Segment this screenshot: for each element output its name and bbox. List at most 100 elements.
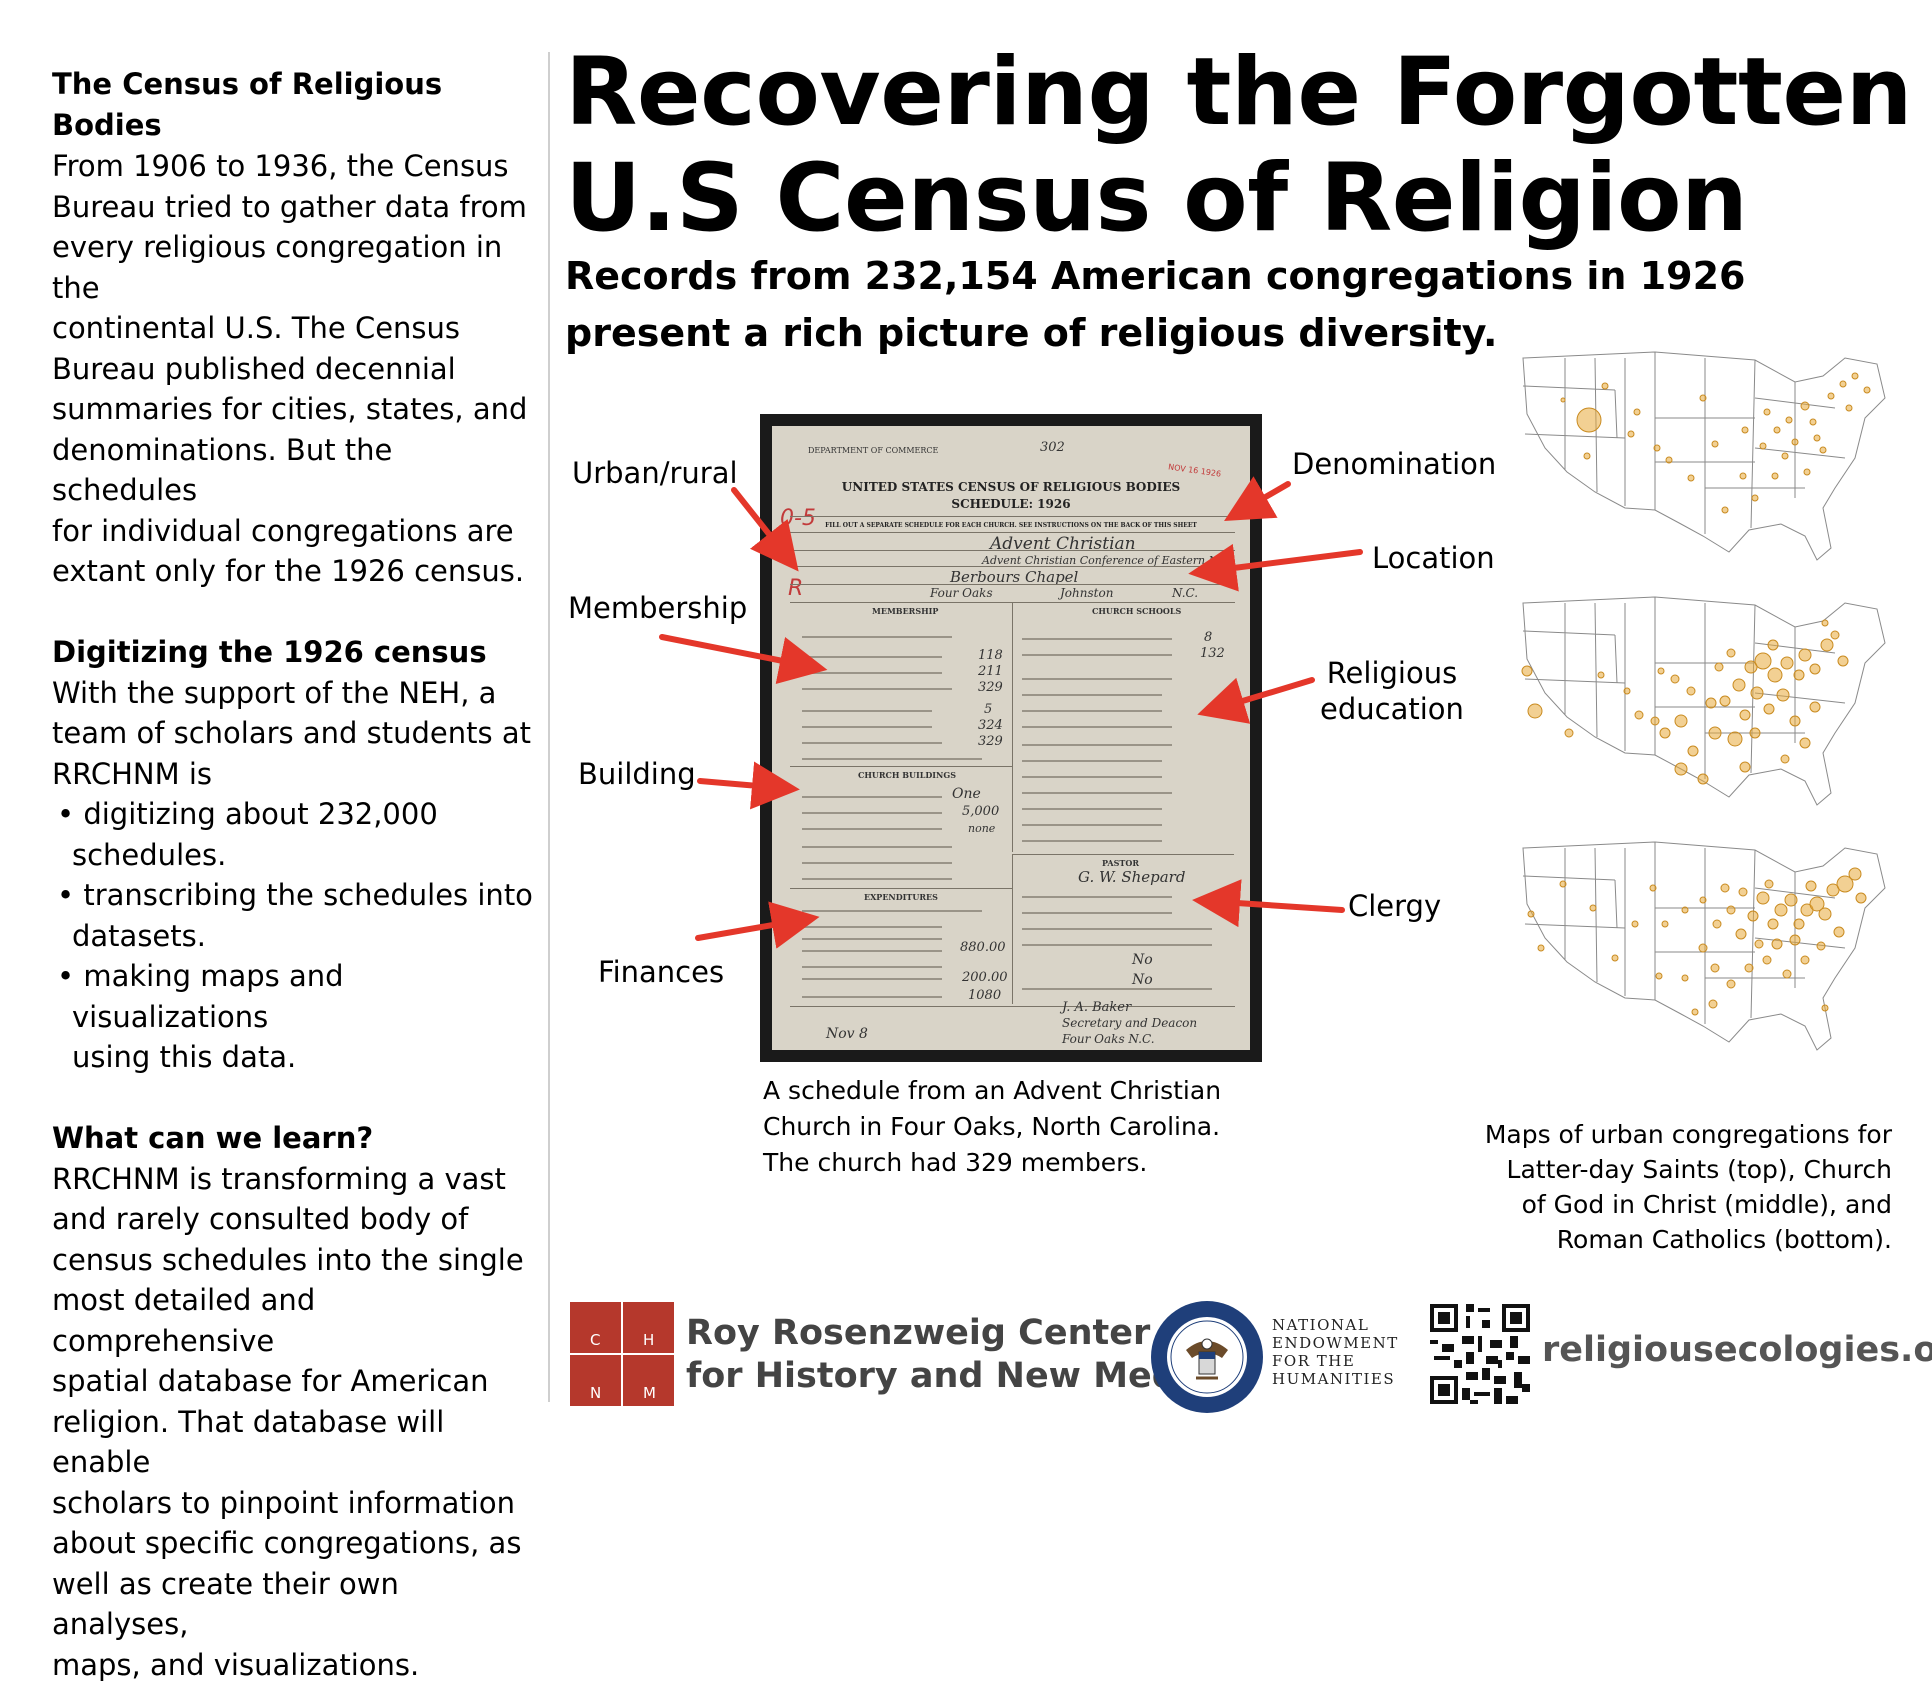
arrow-location xyxy=(1218,552,1360,570)
congregation-dot xyxy=(1817,942,1825,950)
congregation-dot xyxy=(1699,944,1707,952)
congregation-dot xyxy=(1806,881,1816,891)
congregation-dot xyxy=(1565,729,1573,737)
congregation-dot xyxy=(1772,939,1782,949)
congregation-dot xyxy=(1799,649,1811,661)
congregation-dot xyxy=(1650,885,1656,891)
congregation-dot xyxy=(1528,911,1534,917)
congregation-dot xyxy=(1711,964,1719,972)
congregation-dot xyxy=(1772,473,1778,479)
congregation-dot xyxy=(1764,704,1774,714)
congregation-dot xyxy=(1662,921,1668,927)
congregation-dot xyxy=(1740,710,1750,720)
congregation-dot xyxy=(1635,711,1643,719)
congregation-dot xyxy=(1801,956,1809,964)
logo-cell: C xyxy=(570,1302,621,1353)
arrow-urban-rural xyxy=(734,490,780,548)
congregation-dot xyxy=(1688,475,1694,481)
congregation-dot xyxy=(1783,970,1791,978)
congregation-dot xyxy=(1656,973,1662,979)
map-church-of-god-in-christ xyxy=(1505,583,1895,825)
congregation-dot xyxy=(1819,908,1831,920)
congregation-dot xyxy=(1538,945,1544,951)
schedule-caption: A schedule from an Advent Christian Chur… xyxy=(763,1073,1243,1181)
congregation-dot xyxy=(1728,732,1742,746)
learn-line: about specific congregations, as xyxy=(52,1526,521,1560)
congregation-dot xyxy=(1522,666,1532,676)
map-roman-catholics xyxy=(1505,828,1895,1072)
congregation-dot xyxy=(1692,1009,1698,1015)
congregation-dot xyxy=(1727,649,1735,657)
arrow-denomination xyxy=(1250,484,1288,506)
congregation-dot xyxy=(1654,445,1660,451)
congregation-dot xyxy=(1577,408,1601,432)
map-latter-day-saints xyxy=(1505,338,1895,576)
congregation-dot xyxy=(1838,656,1848,666)
congregation-dot xyxy=(1763,956,1771,964)
congregation-dot xyxy=(1706,698,1716,708)
congregation-dot xyxy=(1624,688,1630,694)
arrow-building xyxy=(700,781,770,787)
congregation-dot xyxy=(1794,670,1804,680)
congregation-dot xyxy=(1750,728,1760,738)
congregation-dot xyxy=(1751,687,1763,699)
congregation-dot xyxy=(1846,405,1852,411)
congregation-dot xyxy=(1786,417,1792,423)
congregation-dot xyxy=(1768,919,1778,929)
congregation-dot xyxy=(1727,906,1735,914)
congregation-dot xyxy=(1634,409,1640,415)
congregation-dot xyxy=(1682,907,1688,913)
qr-code-icon[interactable] xyxy=(1430,1304,1530,1404)
congregation-dot xyxy=(1834,927,1844,937)
congregation-dot xyxy=(1755,940,1763,948)
congregation-dot xyxy=(1760,443,1766,449)
congregation-dot xyxy=(1768,640,1778,650)
congregation-dot xyxy=(1852,373,1858,379)
congregation-dot xyxy=(1849,868,1861,880)
congregation-dot xyxy=(1801,402,1809,410)
congregation-dot xyxy=(1720,696,1730,706)
congregation-dot xyxy=(1736,929,1746,939)
congregation-dot xyxy=(1602,383,1608,389)
congregation-dot xyxy=(1810,419,1816,425)
congregation-dot xyxy=(1781,657,1793,669)
congregation-dot xyxy=(1856,893,1866,903)
congregation-dot xyxy=(1682,975,1688,981)
congregation-dot xyxy=(1713,920,1721,928)
congregation-dot xyxy=(1775,904,1787,916)
congregation-dot xyxy=(1822,620,1828,626)
congregation-dot xyxy=(1742,427,1748,433)
congregation-dot xyxy=(1748,911,1758,921)
learn-line: maps, and visualizations. xyxy=(52,1648,419,1682)
congregation-dot xyxy=(1752,495,1758,501)
congregation-dot xyxy=(1528,704,1542,718)
congregation-dot xyxy=(1740,762,1750,772)
congregation-dot xyxy=(1651,717,1659,725)
congregation-dot xyxy=(1785,894,1797,906)
learn-line: well as create their own analyses, xyxy=(52,1567,399,1642)
neh-wordmark: NATIONAL ENDOWMENT FOR THE HUMANITIES xyxy=(1272,1316,1399,1388)
congregation-dot xyxy=(1765,880,1773,888)
congregation-dot xyxy=(1721,884,1729,892)
congregation-dot xyxy=(1745,964,1753,972)
congregation-dot xyxy=(1820,447,1826,453)
congregation-dot xyxy=(1790,935,1800,945)
congregation-dot xyxy=(1628,431,1634,437)
congregation-dot xyxy=(1560,881,1566,887)
congregation-dot xyxy=(1632,921,1638,927)
congregation-dot xyxy=(1709,1000,1717,1008)
congregation-dot xyxy=(1810,664,1820,674)
congregation-dot xyxy=(1781,755,1789,763)
congregation-dot xyxy=(1598,672,1604,678)
congregation-dot xyxy=(1700,897,1706,903)
congregation-dot xyxy=(1828,393,1834,399)
congregation-dot xyxy=(1800,738,1810,748)
congregation-dot xyxy=(1768,668,1782,682)
congregation-dot xyxy=(1675,763,1687,775)
congregation-dot xyxy=(1840,381,1846,387)
congregation-dot xyxy=(1804,469,1810,475)
congregation-dot xyxy=(1757,892,1769,904)
congregation-dot xyxy=(1864,387,1870,393)
congregation-dot xyxy=(1774,427,1780,433)
website-link[interactable]: religiousecologies.org xyxy=(1542,1330,1932,1370)
